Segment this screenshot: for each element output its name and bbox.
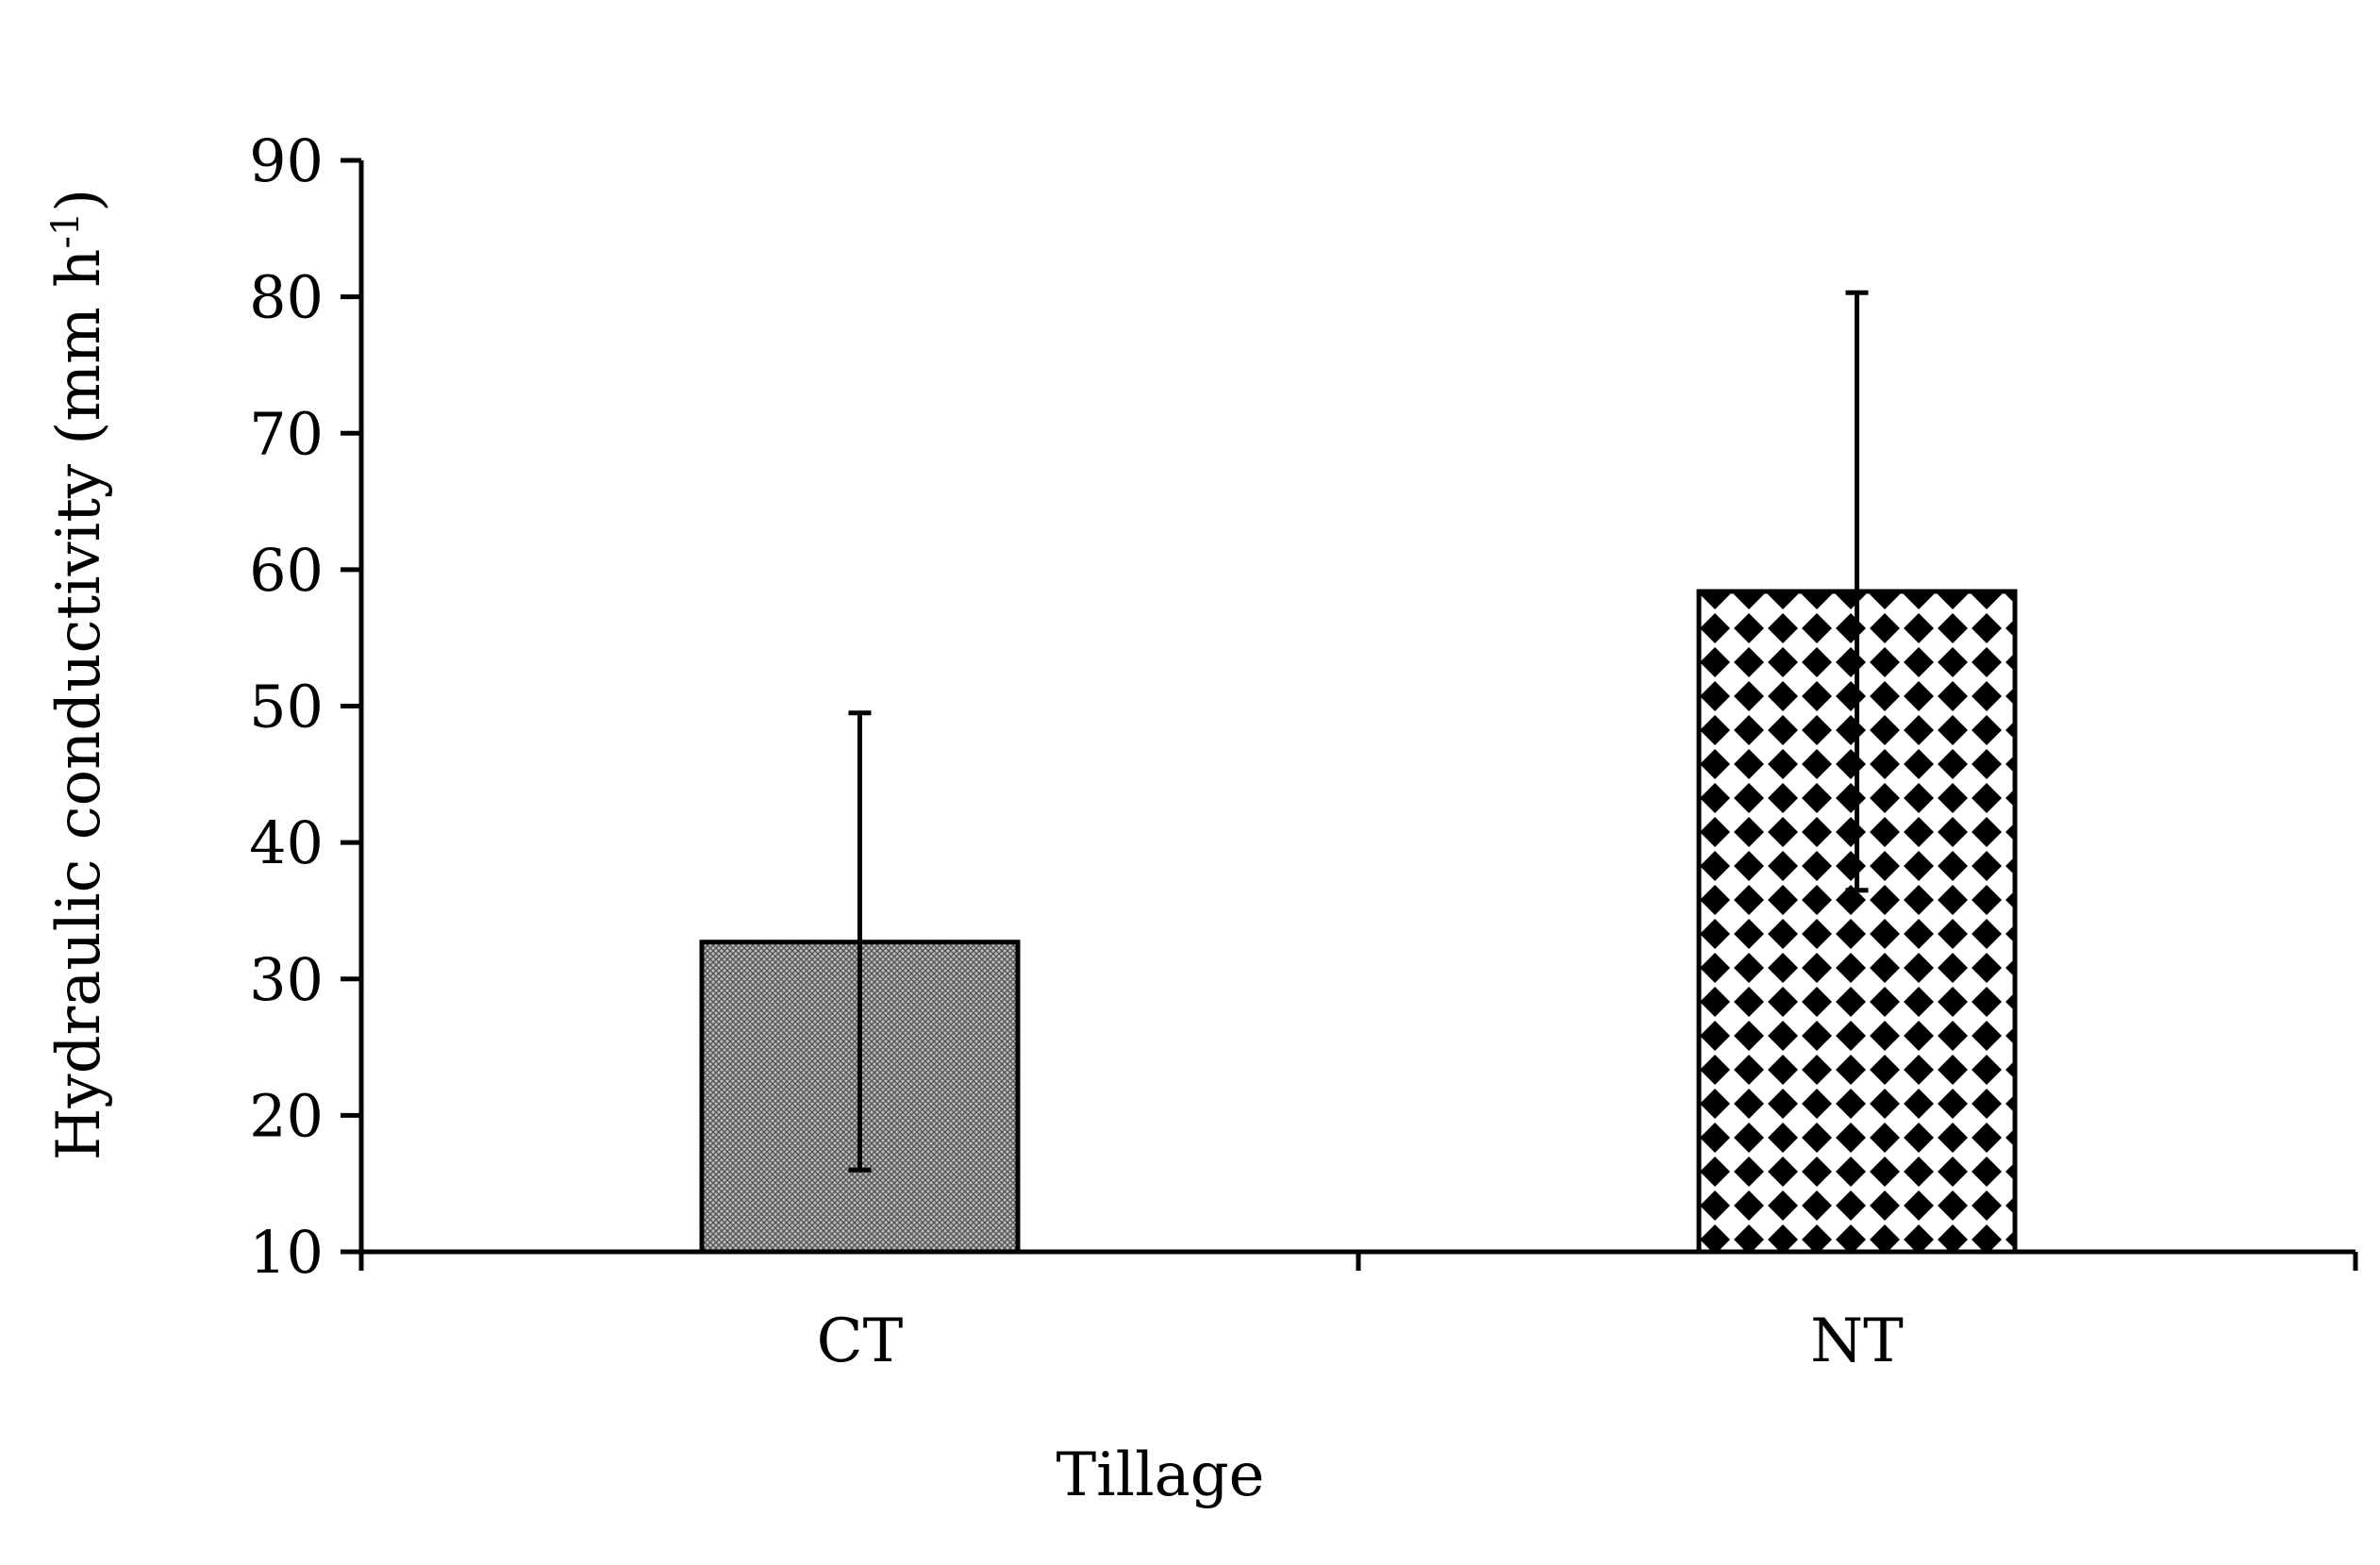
y-tick-label-40: 40 — [249, 808, 324, 877]
x-tick-label-ct: CT — [817, 1307, 904, 1376]
y-axis-title-superscript: -1 — [44, 212, 88, 249]
y-tick-label-90: 90 — [249, 126, 324, 195]
y-tick-label-50: 50 — [249, 673, 324, 741]
y-tick-label-70: 70 — [249, 399, 324, 468]
y-tick-label-30: 30 — [249, 945, 324, 1014]
y-axis-title-main: Hydraulic conductivity (mm h — [44, 249, 114, 1161]
plot-area — [699, 290, 2018, 1255]
y-axis-title-close: ) — [44, 189, 114, 212]
x-tick-label-nt: NT — [1810, 1307, 1904, 1376]
y-axis-title: Hydraulic conductivity (mm h-1) — [44, 189, 114, 1161]
y-tick-label-10: 10 — [249, 1218, 324, 1287]
axes: CT NT 10 20 30 40 50 60 70 80 90 — [249, 126, 2358, 1376]
y-tick-label-20: 20 — [249, 1081, 324, 1150]
y-tick-label-60: 60 — [249, 536, 324, 605]
labels: Tillage Hydraulic conductivity (mm h-1) — [44, 189, 1265, 1510]
y-tick-label-80: 80 — [249, 263, 324, 332]
x-axis-title: Tillage — [1056, 1440, 1264, 1510]
